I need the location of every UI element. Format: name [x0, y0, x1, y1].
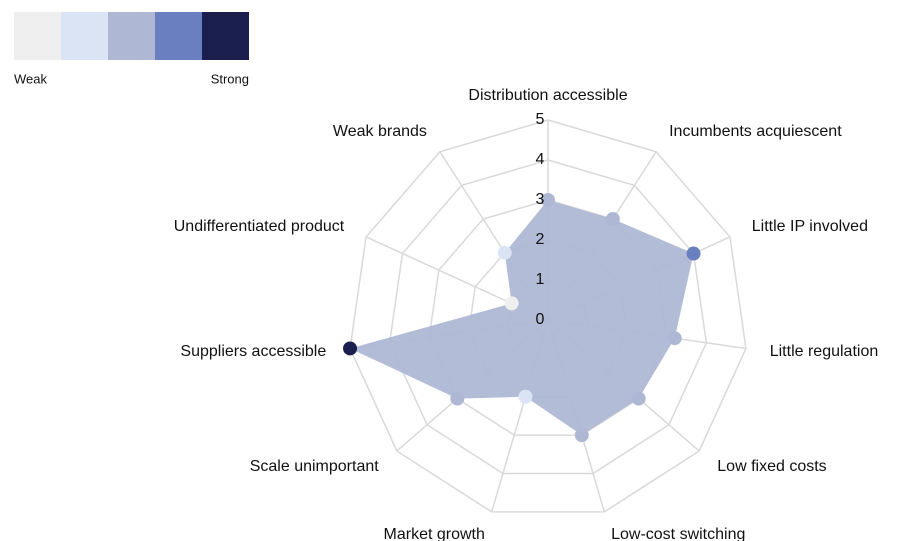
r-tick-label: 0 [536, 311, 545, 328]
legend-swatch [61, 12, 108, 60]
radar-point [497, 245, 512, 260]
r-tick-label: 3 [536, 191, 545, 208]
category-label: Low-cost switching [611, 526, 745, 541]
category-label: Distribution accessible [468, 87, 627, 104]
legend-swatch [108, 12, 155, 60]
category-label: Undifferentiated product [174, 218, 345, 235]
category-label: Low fixed costs [717, 458, 826, 475]
legend-swatch [155, 12, 202, 60]
legend-label: Strong [211, 71, 249, 86]
radar-point [504, 296, 519, 311]
radar-point [667, 331, 682, 346]
legend-label: Weak [14, 71, 47, 86]
r-tick-label: 2 [536, 231, 545, 248]
grid-ring [349, 119, 747, 513]
radar-point [541, 193, 555, 207]
radar-area [350, 200, 694, 436]
radar-point [574, 428, 589, 443]
category-label: Weak brands [333, 123, 427, 140]
radar-point [605, 212, 620, 227]
r-tick-label: 4 [536, 151, 545, 168]
grid-ring [388, 159, 708, 475]
radar-point [343, 341, 358, 356]
category-label: Incumbents acquiescent [669, 123, 842, 140]
category-label: Little IP involved [752, 218, 868, 235]
radar-point [518, 389, 533, 404]
legend-swatch [202, 12, 249, 60]
radar-point [686, 246, 701, 261]
r-tick-label: 1 [536, 271, 545, 288]
radar-point [631, 391, 646, 406]
radar-point [450, 391, 465, 406]
legend-swatch [14, 12, 61, 60]
r-tick-label: 5 [536, 111, 545, 128]
category-label: Market growth [384, 526, 485, 541]
category-label: Little regulation [770, 343, 879, 360]
category-label: Suppliers accessible [180, 343, 326, 360]
category-label: Scale unimportant [250, 458, 380, 475]
